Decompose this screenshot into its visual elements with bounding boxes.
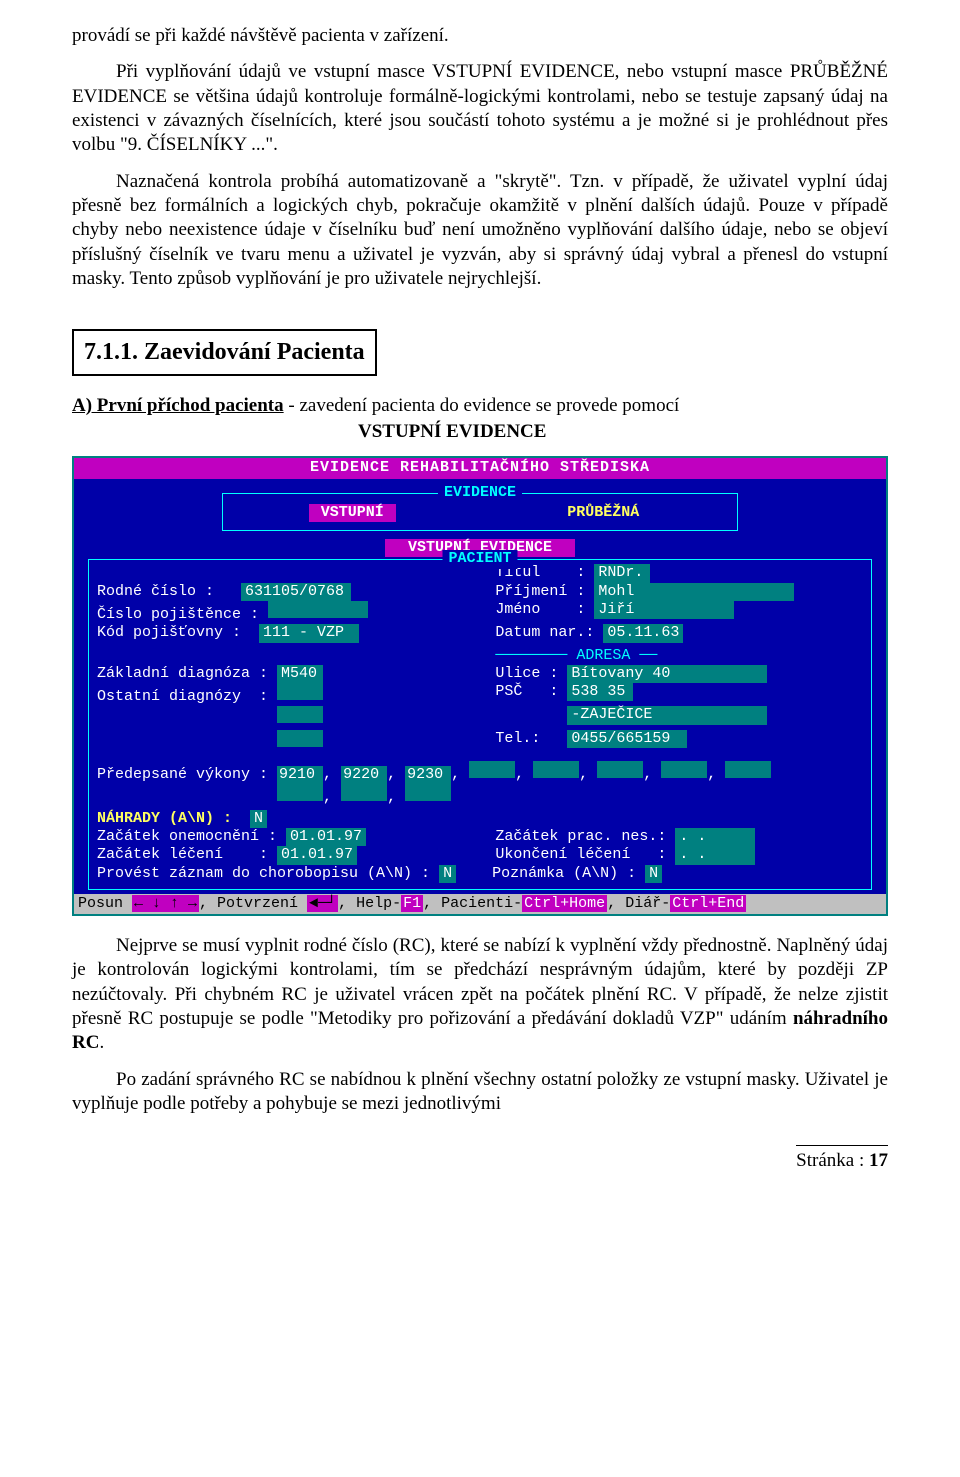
status-arrows-icon: ← ↓ ↑ → — [132, 895, 199, 912]
field-vykon-9[interactable] — [277, 784, 323, 801]
status-help: , Help- — [338, 895, 401, 912]
status-potvrzeni: , Potvrzení — [199, 895, 298, 912]
status-pacienti: , Pacienti- — [423, 895, 522, 912]
field-vykon-5[interactable] — [533, 761, 579, 778]
field-vykon-3[interactable]: 9230 — [405, 766, 451, 784]
key-f1: F1 — [401, 895, 423, 912]
dos-pacient-frame: PACIENT Titul : RNDr. Rodné číslo : 6311… — [88, 559, 872, 889]
subsection-a-rest: - zavedení pacienta do evidence se prove… — [284, 395, 680, 416]
label-poznamka: Poznámka (A\N) : — [492, 865, 636, 882]
field-rc[interactable]: 631105/0768 — [241, 583, 351, 601]
field-ost-diag-1[interactable] — [277, 683, 323, 700]
field-vykon-7[interactable] — [661, 761, 707, 778]
dos-window: EVIDENCE REHABILITAČNÍHO STŘEDISKA EVIDE… — [72, 456, 888, 916]
dos-screenshot: EVIDENCE REHABILITAČNÍHO STŘEDISKA EVIDE… — [72, 456, 888, 916]
field-psc[interactable]: 538 35 — [567, 683, 633, 701]
dos-menu-frame: EVIDENCE VSTUPNÍ PRŮBĚŽNÁ — [222, 493, 738, 531]
label-kod-poj: Kód pojišťovny : — [97, 624, 241, 641]
label-nahrady: NÁHRADY (A\N) : — [97, 810, 232, 827]
field-poznamka[interactable]: N — [645, 865, 662, 883]
label-rc: Rodné číslo : — [97, 583, 214, 600]
status-enter-icon: ◄─┘ — [307, 895, 338, 912]
paragraph-4: Po zadání správného RC se nabídnou k pln… — [72, 1068, 888, 1117]
paragraph-3: Nejprve se musí vyplnit rodné číslo (RC)… — [72, 934, 888, 1056]
menu-item-prubezna[interactable]: PRŮBĚŽNÁ — [555, 504, 651, 522]
field-ulice[interactable]: Bítovany 40 — [567, 665, 767, 683]
field-ost-diag-3[interactable] — [277, 730, 323, 747]
subsection-a: A) První příchod pacienta - zavedení pac… — [72, 394, 888, 445]
field-vykon-2[interactable]: 9220 — [341, 766, 387, 784]
label-tel: Tel.: — [495, 730, 540, 747]
label-prijmeni: Příjmení : — [495, 583, 585, 600]
field-vykon-4[interactable] — [469, 761, 515, 778]
key-ctrl-end: Ctrl+End — [670, 895, 746, 912]
field-nahrady[interactable]: N — [250, 810, 267, 828]
label-jmeno: Jméno : — [495, 601, 585, 618]
field-vykon-11[interactable] — [405, 784, 451, 801]
subsection-a-label: A) První příchod pacienta — [72, 395, 284, 416]
field-kod-poj[interactable]: 111 - VZP — [259, 624, 359, 642]
field-datum-nar[interactable]: 05.11.63 — [603, 624, 683, 642]
field-ukonceni-leceni[interactable]: . . — [675, 846, 755, 864]
section-heading: 7.1.1. Zaevidování Pacienta — [84, 339, 365, 365]
label-zacatek-prac-nes: Začátek prac. nes.: — [495, 828, 666, 845]
section-heading-box: 7.1.1. Zaevidování Pacienta — [72, 329, 377, 376]
label-chorobopis: Provést záznam do chorobopisu (A\N) : — [97, 865, 430, 882]
dos-pacient-label: PACIENT — [442, 550, 517, 568]
status-posun: Posun — [78, 895, 123, 912]
label-datum-nar: Datum nar.: — [495, 624, 594, 641]
adresa-divider: ──────── ADRESA ── — [495, 647, 863, 665]
paragraph-intro: provádí se při každé návštěvě pacienta v… — [72, 24, 888, 48]
page-label: Stránka : — [796, 1150, 869, 1171]
dos-titlebar: EVIDENCE REHABILITAČNÍHO STŘEDISKA — [74, 458, 886, 478]
field-vykon-10[interactable] — [341, 784, 387, 801]
label-ukonceni-leceni: Ukončení léčení : — [495, 846, 666, 863]
field-vykon-8[interactable] — [725, 761, 771, 778]
paragraph-3-end: . — [99, 1032, 104, 1053]
field-zacatek-prac-nes[interactable]: . . — [675, 828, 755, 846]
label-zakl-diag: Základní diagnóza : — [97, 665, 268, 682]
label-adresa: ADRESA — [576, 647, 630, 664]
field-zacatek-leceni[interactable]: 01.01.97 — [277, 846, 357, 864]
field-vykon-1[interactable]: 9210 — [277, 766, 323, 784]
field-cislo-pojistence[interactable] — [268, 601, 368, 618]
field-zacatek-onem[interactable]: 01.01.97 — [286, 828, 366, 846]
field-prijmeni[interactable]: Mohl — [594, 583, 794, 601]
paragraph-1: Při vyplňování údajů ve vstupní masce VS… — [72, 60, 888, 157]
dos-statusbar: Posun ← ↓ ↑ →, Potvrzení ◄─┘, Help-F1, P… — [74, 894, 886, 914]
dos-menu-label: EVIDENCE — [438, 484, 522, 502]
label-zacatek-onem: Začátek onemocnění : — [97, 828, 277, 845]
field-vykon-6[interactable] — [597, 761, 643, 778]
page-footer: Stránka : 17 — [72, 1142, 888, 1173]
field-tel[interactable]: 0455/665159 — [567, 730, 687, 748]
field-jmeno[interactable]: Jiří — [594, 601, 734, 619]
field-zakl-diag[interactable]: M540 — [277, 665, 323, 683]
label-predepsane-vykony: Předepsané výkony : — [97, 766, 268, 783]
field-ost-diag-2[interactable] — [277, 706, 323, 723]
paragraph-1a: Při vyplňování údajů ve vstupní masce VS… — [72, 61, 888, 155]
label-ulice: Ulice : — [495, 665, 558, 682]
menu-item-vstupni[interactable]: VSTUPNÍ — [309, 504, 396, 522]
field-chorobopis[interactable]: N — [439, 865, 456, 883]
key-ctrl-home: Ctrl+Home — [522, 895, 607, 912]
field-titul[interactable]: RNDr. — [594, 564, 650, 582]
paragraph-3a: Nejprve se musí vyplnit rodné číslo (RC)… — [72, 935, 888, 1029]
label-psc: PSČ : — [495, 683, 558, 700]
status-diar: , Diář- — [607, 895, 670, 912]
label-zacatek-leceni: Začátek léčení : — [97, 846, 268, 863]
label-cislo-pojistence: Číslo pojištěnce : — [97, 606, 259, 623]
subsection-a-line2: VSTUPNÍ EVIDENCE — [358, 420, 888, 444]
page-number: 17 — [869, 1150, 888, 1171]
paragraph-2: Naznačená kontrola probíhá automatizovan… — [72, 170, 888, 292]
label-ost-diag: Ostatní diagnózy : — [97, 688, 268, 705]
field-mesto[interactable]: -ZAJEČICE — [567, 706, 767, 724]
